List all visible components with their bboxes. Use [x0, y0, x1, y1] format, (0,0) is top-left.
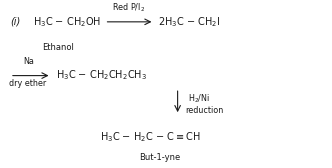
Text: 2H$_3$C $-$ CH$_2$I: 2H$_3$C $-$ CH$_2$I	[158, 15, 220, 29]
Text: (i): (i)	[10, 17, 20, 27]
Text: But-1-yne: But-1-yne	[139, 153, 180, 162]
Text: H$_3$C $-$ CH$_2$CH$_2$CH$_3$: H$_3$C $-$ CH$_2$CH$_2$CH$_3$	[56, 69, 147, 82]
Text: H$_2$/Ni: H$_2$/Ni	[188, 92, 210, 104]
Text: Na: Na	[23, 57, 34, 66]
Text: Red P/I$_2$: Red P/I$_2$	[112, 1, 145, 14]
Text: H$_3$C $-$ H$_2$C $-$ C$\equiv$CH: H$_3$C $-$ H$_2$C $-$ C$\equiv$CH	[100, 130, 200, 144]
Text: Ethanol: Ethanol	[42, 43, 74, 52]
Text: dry ether: dry ether	[9, 79, 46, 89]
Text: H$_3$C $-$ CH$_2$OH: H$_3$C $-$ CH$_2$OH	[33, 15, 101, 29]
Text: reduction: reduction	[185, 106, 223, 115]
